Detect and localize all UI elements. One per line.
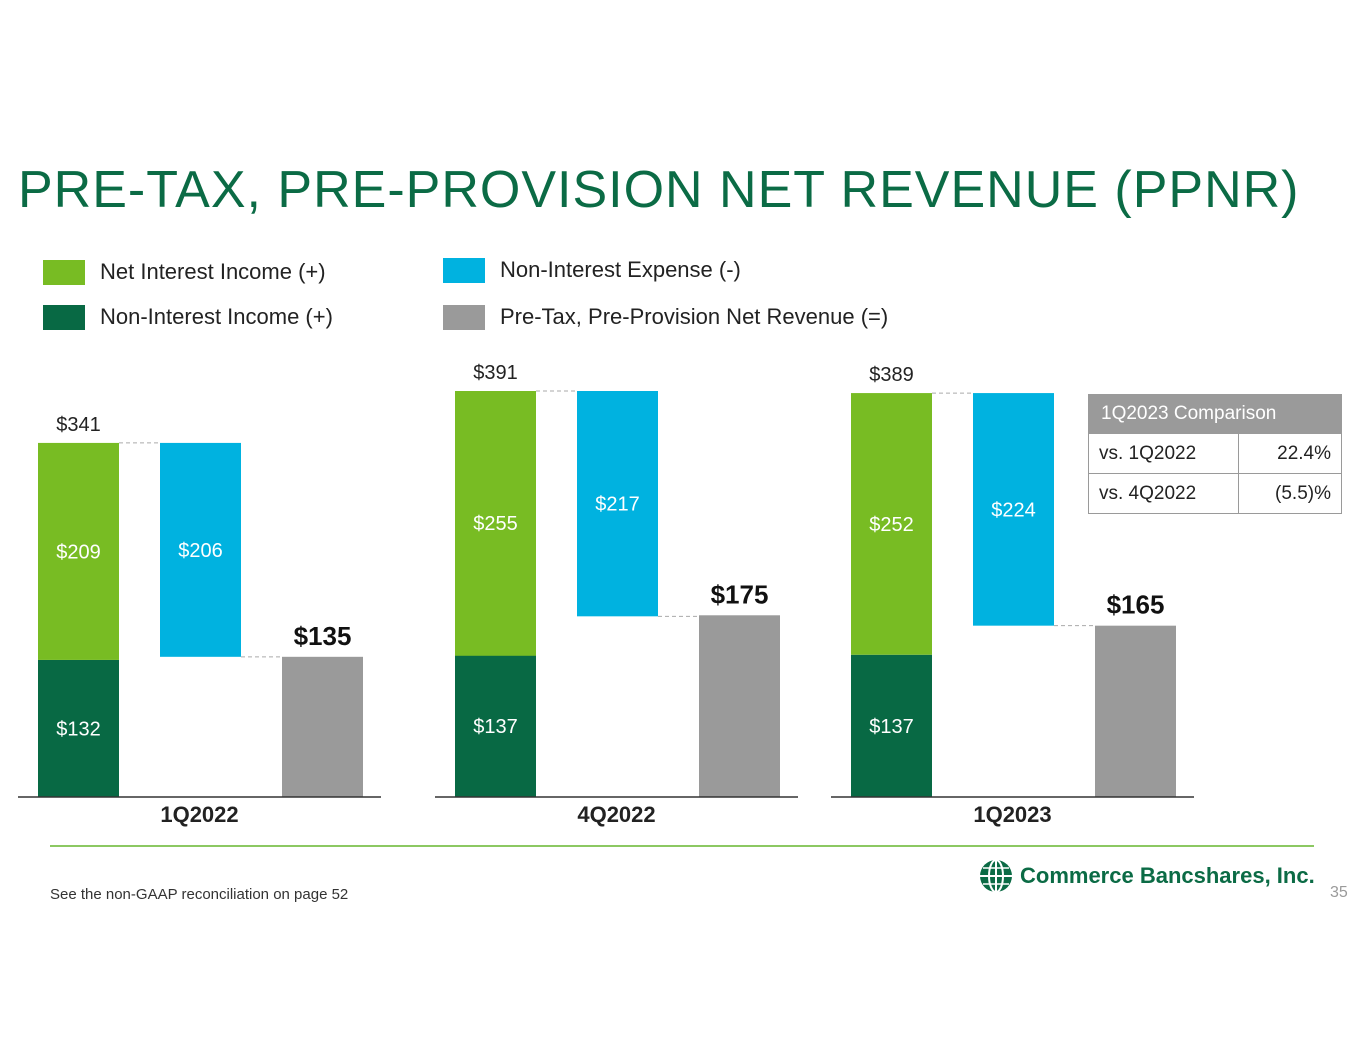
bar-non-interest-income (455, 654, 536, 797)
comparison-row-label: vs. 1Q2022 (1088, 433, 1239, 474)
comparison-row: vs. 1Q2022 22.4% (1088, 433, 1342, 474)
company-logo: Commerce Bancshares, Inc. (978, 858, 1315, 894)
bar-non-interest-expense (160, 442, 241, 657)
data-label-non-interest-income: $137 (869, 716, 914, 738)
ppnr-waterfall-chart: $341 $209 $132 $206 $135 1Q2022 $391 $255 $137 $2… (18, 362, 1194, 827)
data-label-ppnr: $135 (294, 621, 352, 651)
bar-net-interest-income (455, 391, 536, 656)
data-label-ppnr: $165 (1107, 590, 1165, 620)
data-label-total: $391 (473, 362, 518, 384)
page-title: PRE-TAX, PRE-PROVISION NET REVENUE (PPNR… (18, 161, 1300, 219)
data-label-total: $341 (56, 414, 101, 436)
x-tick-label: 4Q2022 (577, 802, 655, 827)
bar-net-interest-income (851, 393, 932, 655)
data-label-net-interest-income: $209 (56, 541, 101, 563)
data-label-total: $389 (869, 364, 914, 386)
bar-non-interest-income (851, 654, 932, 797)
legend-swatch-non-interest-expense (443, 257, 485, 283)
bar-non-interest-expense (577, 391, 658, 617)
data-label-net-interest-income: $255 (473, 513, 518, 535)
comparison-row: vs. 4Q2022 (5.5)% (1088, 473, 1342, 514)
footnote: See the non-GAAP reconciliation on page … (50, 886, 349, 903)
data-label-non-interest-expense: $224 (991, 499, 1036, 521)
page-number: 35 (1330, 884, 1348, 901)
data-label-non-interest-expense: $206 (178, 540, 223, 562)
legend-swatch-ppnr (443, 304, 485, 330)
x-tick-label: 1Q2023 (973, 802, 1051, 827)
bar-non-interest-income (38, 659, 119, 797)
data-label-non-interest-expense: $217 (595, 494, 640, 516)
bar-ppnr (699, 615, 780, 797)
legend-non-interest-income: Non-Interest Income (+) (43, 304, 333, 330)
comparison-table: 1Q2023 Comparison vs. 1Q2022 22.4% vs. 4… (1088, 394, 1342, 514)
bar-non-interest-expense (973, 393, 1054, 626)
bar-net-interest-income (38, 442, 119, 660)
data-label-net-interest-income: $252 (869, 514, 914, 536)
logo-text: Commerce Bancshares, Inc. (1020, 863, 1315, 888)
legend-non-interest-expense: Non-Interest Expense (-) (443, 257, 741, 283)
comparison-row-value: (5.5)% (1238, 473, 1342, 514)
comparison-row-label: vs. 4Q2022 (1088, 473, 1239, 514)
legend-label-non-interest-income: Non-Interest Income (+) (100, 304, 333, 329)
data-label-ppnr: $175 (711, 579, 769, 609)
globe-icon (980, 859, 1012, 893)
comparison-row-value: 22.4% (1238, 433, 1342, 474)
bar-ppnr (1095, 625, 1176, 797)
footer-divider (50, 845, 1314, 847)
comparison-table-header: 1Q2023 Comparison (1088, 394, 1342, 434)
legend-net-interest-income: Net Interest Income (+) (43, 259, 326, 285)
data-label-non-interest-income: $132 (56, 718, 101, 740)
legend-label-ppnr: Pre-Tax, Pre-Provision Net Revenue (=) (500, 304, 889, 329)
x-tick-label: 1Q2022 (160, 802, 238, 827)
legend-swatch-net-interest-income (43, 259, 85, 285)
data-label-non-interest-income: $137 (473, 716, 518, 738)
legend-label-net-interest-income: Net Interest Income (+) (100, 259, 326, 284)
legend-swatch-non-interest-income (43, 304, 85, 330)
bar-ppnr (282, 656, 363, 797)
legend-label-non-interest-expense: Non-Interest Expense (-) (500, 257, 741, 282)
legend-ppnr: Pre-Tax, Pre-Provision Net Revenue (=) (443, 304, 888, 330)
